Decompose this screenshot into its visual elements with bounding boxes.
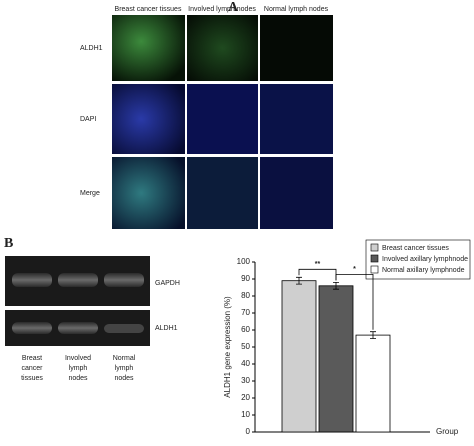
significance-mark: * — [353, 266, 356, 273]
y-tick-label: 20 — [241, 393, 250, 402]
legend-label: Breast cancer tissues — [382, 245, 449, 252]
band-label: GAPDH — [155, 280, 180, 287]
significance-bracket — [335, 274, 374, 330]
bar — [281, 280, 317, 433]
image — [112, 157, 185, 229]
image — [260, 84, 333, 154]
bar — [318, 285, 354, 433]
image — [187, 15, 258, 81]
row-label: ALDH1 — [80, 45, 103, 52]
label: Breast cancer tissues — [21, 355, 43, 382]
error-bar — [370, 331, 376, 339]
label: Involved lymph nodes — [65, 355, 91, 382]
micrographs — [112, 15, 333, 229]
legend-swatch — [370, 243, 379, 252]
image — [112, 15, 185, 81]
y-tick-label: 30 — [241, 376, 250, 385]
legend-box — [365, 239, 471, 280]
y-tick-label: 100 — [237, 257, 251, 266]
legend-label: Involved axillary lymphnode — [382, 256, 468, 263]
column-header: Breast cancer tissues — [115, 6, 182, 13]
error-bar — [296, 276, 302, 285]
band — [12, 273, 52, 287]
panel-label: A — [228, 0, 239, 15]
y-tick-label: 60 — [241, 325, 250, 334]
band — [58, 322, 98, 334]
bar — [355, 334, 391, 433]
legend-swatch — [370, 265, 379, 274]
y-tick-label: 40 — [241, 359, 250, 368]
label: Normal lymph nodes — [113, 355, 136, 382]
significance-mark: ** — [315, 261, 321, 268]
significance-bracket — [298, 268, 337, 281]
legend-label: Normal axillary lymphnode — [382, 267, 465, 274]
band — [104, 273, 144, 287]
image — [187, 157, 258, 229]
band-label: ALDH1 — [155, 325, 178, 332]
band — [104, 324, 144, 333]
y-tick-label: 50 — [241, 342, 250, 351]
image — [112, 84, 185, 154]
y-tick-label: 90 — [241, 274, 250, 283]
image — [187, 84, 258, 154]
column-header: Normal lymph nodes — [264, 6, 329, 13]
panel-label: B — [4, 236, 13, 251]
band — [12, 322, 52, 334]
y-tick-label: 80 — [241, 291, 250, 300]
band — [58, 273, 98, 287]
y-tick-label: 10 — [241, 410, 250, 419]
legend-swatch — [370, 254, 379, 263]
y-tick-label: 0 — [246, 427, 251, 436]
error-bar — [333, 282, 339, 290]
image — [260, 15, 333, 81]
row-label: DAPI — [80, 116, 96, 123]
row-label: Merge — [80, 190, 100, 197]
y-tick-label: 70 — [241, 308, 250, 317]
image — [260, 157, 333, 229]
x-axis-label: Group — [436, 427, 459, 436]
column-header: Involved lymph nodes — [188, 6, 256, 13]
y-axis-label: ALDH1 gene expression (%) — [223, 296, 232, 398]
